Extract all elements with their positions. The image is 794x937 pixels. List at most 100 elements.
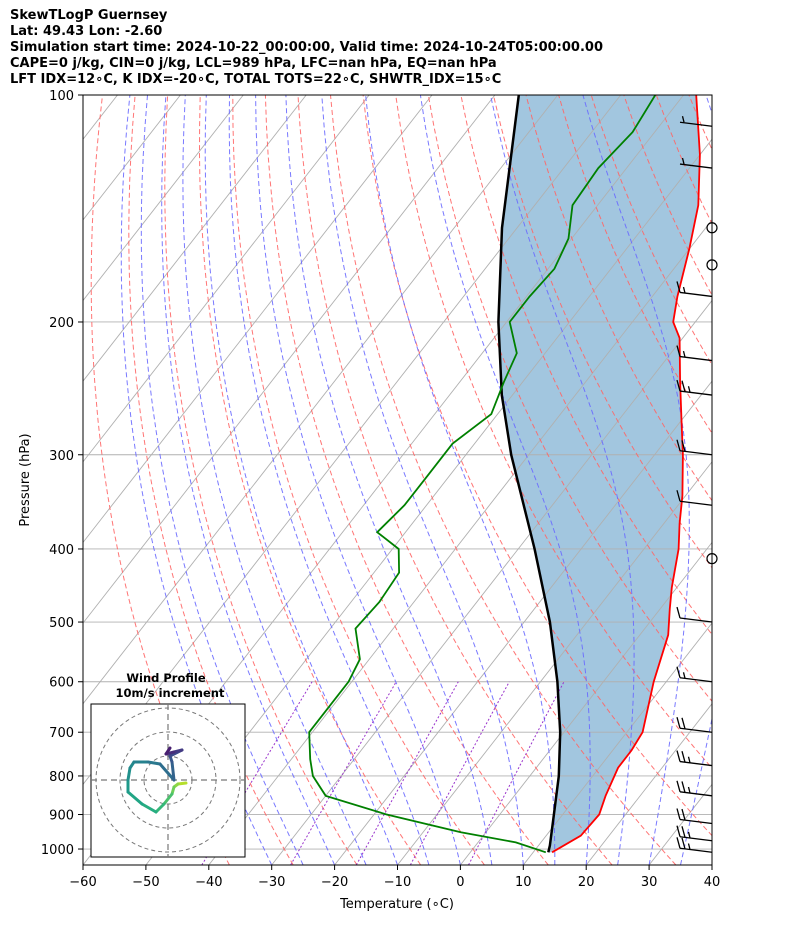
dry-adiabat (688, 95, 712, 151)
hodograph-segment (158, 762, 176, 782)
dry-adiabat (427, 95, 712, 702)
wind-barb-flag (676, 281, 681, 293)
hodograph-segment (170, 760, 176, 782)
isotherm-line (83, 95, 370, 463)
wind-barb-staff (679, 291, 713, 298)
hodograph-segment (154, 802, 166, 814)
wind-barb-flag (676, 666, 681, 678)
y-tick-label: 300 (49, 449, 74, 464)
wind-barb-halfflag (682, 350, 686, 358)
parcel-line (497, 95, 562, 853)
hodograph-segment (126, 790, 144, 806)
hodograph-segment (146, 760, 162, 766)
wind-barb-staff (679, 390, 713, 396)
wind-barb-staff (679, 836, 713, 842)
hodograph-segment (164, 746, 172, 756)
wind-barb-staff (679, 791, 713, 797)
y-tick-label: 500 (49, 616, 74, 631)
x-tick-label: 10 (515, 875, 532, 890)
isotherm-line (83, 95, 496, 624)
wind-barb-flag (676, 439, 681, 451)
moist-adiabat (228, 95, 430, 865)
dry-adiabat (232, 95, 485, 865)
wind-barb-staff (679, 727, 713, 733)
dry-adiabat (754, 95, 794, 865)
wind-barb-flag (676, 780, 681, 792)
inset-title: Wind Profile (126, 671, 206, 685)
isotherm-line (145, 138, 712, 865)
y-tick-label: 700 (49, 726, 74, 741)
cape-cin-fill (498, 95, 700, 853)
wind-barb-flag (681, 826, 686, 838)
chart-header: SkewTLogP Guernsey Lat: 49.43 Lon: -2.60… (10, 8, 603, 88)
y-tick-label: 200 (49, 316, 74, 331)
x-tick-label: 0 (456, 875, 464, 890)
x-tick-label: −20 (321, 875, 348, 890)
wind-barb-halfflag (687, 831, 691, 839)
isotherm-line (83, 95, 559, 705)
wind-barb-flag (681, 440, 686, 452)
dry-adiabat (492, 95, 712, 569)
y-tick-label: 600 (49, 676, 74, 691)
isotherm-line (83, 95, 433, 544)
isotherm-line (208, 219, 712, 865)
wind-barb-staff (679, 847, 713, 853)
indices-text-2: LFT IDX=12∘C, K IDX=-20∘C, TOTAL TOTS=22… (10, 72, 502, 87)
moist-adiabat (711, 862, 712, 865)
calm-wind-circle (706, 222, 718, 234)
wind-barb-flag (676, 717, 681, 729)
isotherm-line (334, 380, 712, 865)
indices-text-1: CAPE=0 j/kg, CIN=0 j/kg, LCL=989 hPa, LF… (10, 56, 497, 71)
x-tick-label: −60 (69, 875, 96, 890)
wind-barb-flag (676, 825, 681, 837)
wind-barb-staff (679, 163, 713, 169)
wind-barb-halfflag (682, 286, 686, 294)
wind-barb-halfflag (687, 756, 691, 763)
y-tick-label: 400 (49, 543, 74, 558)
moist-adiabat (140, 95, 304, 865)
mixing-ratio-line (355, 681, 459, 865)
wind-profile-inset: Wind Profile 10m/s increment (90, 671, 246, 858)
isotherm-line (83, 95, 244, 302)
dry-adiabat (128, 95, 294, 865)
x-tick-label: 40 (704, 875, 721, 890)
hodograph-segment (162, 792, 174, 806)
wind-barb-staff (679, 760, 713, 767)
wind-barb-halfflag (687, 786, 691, 794)
wind-barb-flag (681, 717, 686, 729)
wind-barb-staff (679, 677, 713, 683)
x-axis-label: Temperature (∘C) (339, 897, 454, 912)
wind-barb-flag (681, 380, 686, 392)
moist-adiabat (255, 95, 461, 865)
moist-adiabat (285, 95, 493, 865)
wind-barb-flag (681, 750, 686, 763)
moist-adiabat (490, 95, 635, 865)
wind-barb-halfflag (687, 843, 691, 850)
moist-adiabat (161, 95, 336, 865)
y-tick-label: 100 (49, 89, 74, 104)
x-tick-label: −30 (258, 875, 285, 890)
x-tick-label: −10 (384, 875, 411, 890)
y-tick-label: 800 (49, 770, 74, 785)
inset-subtitle: 10m/s increment (116, 686, 225, 700)
y-tick-label: 900 (49, 809, 74, 824)
inset-ring (143, 755, 193, 805)
dry-adiabat (395, 95, 712, 770)
dry-adiabat (330, 95, 677, 865)
moist-adiabat (744, 95, 794, 865)
chart-title: SkewTLogP Guernsey (10, 8, 168, 23)
x-tick-label: −50 (132, 875, 159, 890)
x-tick-label: −40 (195, 875, 222, 890)
wind-barb-staff (679, 617, 713, 623)
hodograph (91, 704, 245, 857)
x-tick-label: 20 (578, 875, 595, 890)
isotherm-line (775, 95, 794, 865)
dry-adiabat (525, 95, 712, 502)
wind-barb-staff (679, 121, 713, 127)
wind-barb-flag (681, 781, 686, 793)
y-axis-label: Pressure (hPa) (18, 433, 33, 526)
wind-barb-flag (676, 345, 681, 357)
wind-barb-halfflag (681, 116, 685, 123)
wind-barb-flag (676, 379, 681, 392)
